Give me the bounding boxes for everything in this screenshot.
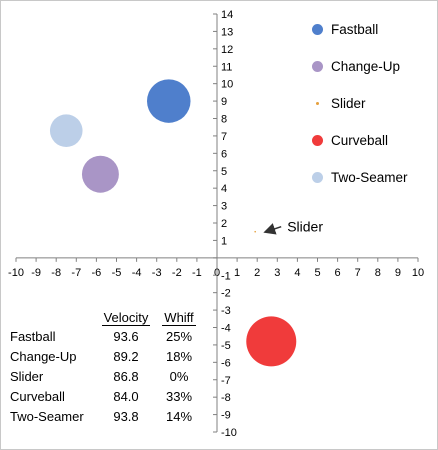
legend-label: Slider bbox=[331, 95, 366, 111]
x-tick-label: -1 bbox=[192, 267, 202, 279]
x-tick-label: 4 bbox=[294, 267, 300, 279]
x-tick-label: -9 bbox=[31, 267, 41, 279]
x-tick-label: -10 bbox=[8, 267, 24, 279]
whiff-cell: 33% bbox=[165, 388, 193, 404]
x-tick-label: -2 bbox=[172, 267, 182, 279]
velocity-cell: 89.2 bbox=[113, 348, 139, 364]
y-tick-label: 5 bbox=[221, 166, 227, 178]
legend-swatch bbox=[312, 23, 323, 35]
x-tick-label: 8 bbox=[375, 267, 381, 279]
y-tick-label: 12 bbox=[221, 44, 233, 56]
y-tick-label: -3 bbox=[221, 305, 231, 317]
pitch-stats-table: Velocity Whiff Fastball 93.6 25% Change-Up 8… bbox=[10, 310, 204, 426]
table-row: Curveball 84.0 33% bbox=[10, 386, 204, 406]
y-tick-label: 9 bbox=[221, 96, 227, 108]
y-tick-label: -2 bbox=[221, 288, 231, 300]
legend-item-curveball: Curveball bbox=[312, 129, 388, 151]
pitch-name-cell: Slider bbox=[10, 368, 44, 384]
annotation-arrow bbox=[263, 223, 282, 235]
y-tick-label: -5 bbox=[221, 340, 231, 352]
whiff-cell: 25% bbox=[165, 328, 193, 344]
x-tick-label: 2 bbox=[254, 267, 260, 279]
x-tick-label: 1 bbox=[234, 267, 240, 279]
legend-label: Two-Seamer bbox=[331, 169, 408, 185]
pitch-name-cell: Fastball bbox=[10, 328, 56, 344]
legend-swatch bbox=[312, 60, 323, 72]
x-tick-label: 3 bbox=[274, 267, 280, 279]
pitch-name-cell: Curveball bbox=[10, 388, 65, 404]
x-tick-label: -5 bbox=[112, 267, 122, 279]
bubble-two-seamer bbox=[49, 114, 83, 147]
y-tick-label: 11 bbox=[221, 61, 232, 73]
x-tick-label: 0 bbox=[214, 267, 220, 279]
legend-item-slider: Slider bbox=[312, 92, 366, 114]
y-tick-label: 1 bbox=[221, 235, 227, 247]
legend-swatch bbox=[316, 101, 319, 105]
x-tick-label: -3 bbox=[152, 267, 162, 279]
table-header-whiff: Whiff bbox=[162, 310, 196, 326]
annotation-label: Slider bbox=[287, 219, 323, 235]
table-row: Fastball 93.6 25% bbox=[10, 326, 204, 346]
x-tick-label: 7 bbox=[355, 267, 361, 279]
pitch-name-cell: Change-Up bbox=[10, 348, 77, 364]
y-tick-label: -9 bbox=[221, 410, 231, 422]
x-tick-label: -6 bbox=[92, 267, 102, 279]
legend-swatch bbox=[312, 171, 323, 183]
x-tick-label: 9 bbox=[395, 267, 401, 279]
bubble-change-up bbox=[81, 155, 119, 193]
y-tick-label: 2 bbox=[221, 218, 227, 230]
y-tick-label: 10 bbox=[221, 79, 233, 91]
pitch-name-cell: Two-Seamer bbox=[10, 408, 84, 424]
legend-swatch bbox=[312, 134, 323, 146]
whiff-cell: 0% bbox=[169, 368, 189, 384]
y-tick-label: 6 bbox=[221, 148, 227, 160]
y-tick-label: 4 bbox=[221, 183, 227, 195]
x-tick-label: -8 bbox=[51, 267, 61, 279]
legend-label: Curveball bbox=[331, 132, 389, 148]
whiff-cell: 18% bbox=[165, 348, 193, 364]
velocity-cell: 84.0 bbox=[113, 388, 139, 404]
legend-item-two-seamer: Two-Seamer bbox=[312, 166, 408, 188]
bubble-curveball bbox=[246, 316, 297, 367]
y-tick-label: -10 bbox=[221, 427, 237, 439]
velocity-cell: 93.8 bbox=[113, 408, 139, 424]
y-tick-label: 14 bbox=[221, 9, 233, 21]
whiff-cell: 14% bbox=[165, 408, 193, 424]
velocity-cell: 93.6 bbox=[113, 328, 139, 344]
velocity-cell: 86.8 bbox=[113, 368, 139, 384]
table-header-blank bbox=[10, 310, 98, 326]
x-tick-label: -7 bbox=[71, 267, 81, 279]
table-row: Two-Seamer 93.8 14% bbox=[10, 406, 204, 426]
table-row: Change-Up 89.2 18% bbox=[10, 346, 204, 366]
legend-label: Change-Up bbox=[331, 58, 401, 74]
y-tick-label: -4 bbox=[221, 323, 231, 335]
x-tick-label: 6 bbox=[335, 267, 341, 279]
y-tick-label: 7 bbox=[221, 131, 227, 143]
legend-item-change-up: Change-Up bbox=[312, 55, 400, 77]
y-tick-label: 3 bbox=[221, 201, 227, 213]
x-tick-label: -4 bbox=[132, 267, 142, 279]
y-tick-label: 13 bbox=[221, 26, 233, 38]
y-tick-label: -6 bbox=[221, 357, 231, 369]
legend-label: Fastball bbox=[331, 21, 379, 37]
y-tick-label: 8 bbox=[221, 114, 227, 126]
legend-item-fastball: Fastball bbox=[312, 18, 378, 40]
y-tick-label: -7 bbox=[221, 375, 231, 387]
x-tick-label: 5 bbox=[314, 267, 320, 279]
table-header-velocity: Velocity bbox=[101, 310, 151, 326]
x-tick-label: 10 bbox=[412, 267, 424, 279]
y-tick-label: -1 bbox=[221, 270, 231, 282]
bubble-fastball bbox=[147, 79, 191, 123]
bubble-slider bbox=[254, 230, 256, 233]
table-row: Slider 86.8 0% bbox=[10, 366, 204, 386]
y-tick-label: -8 bbox=[221, 392, 231, 404]
